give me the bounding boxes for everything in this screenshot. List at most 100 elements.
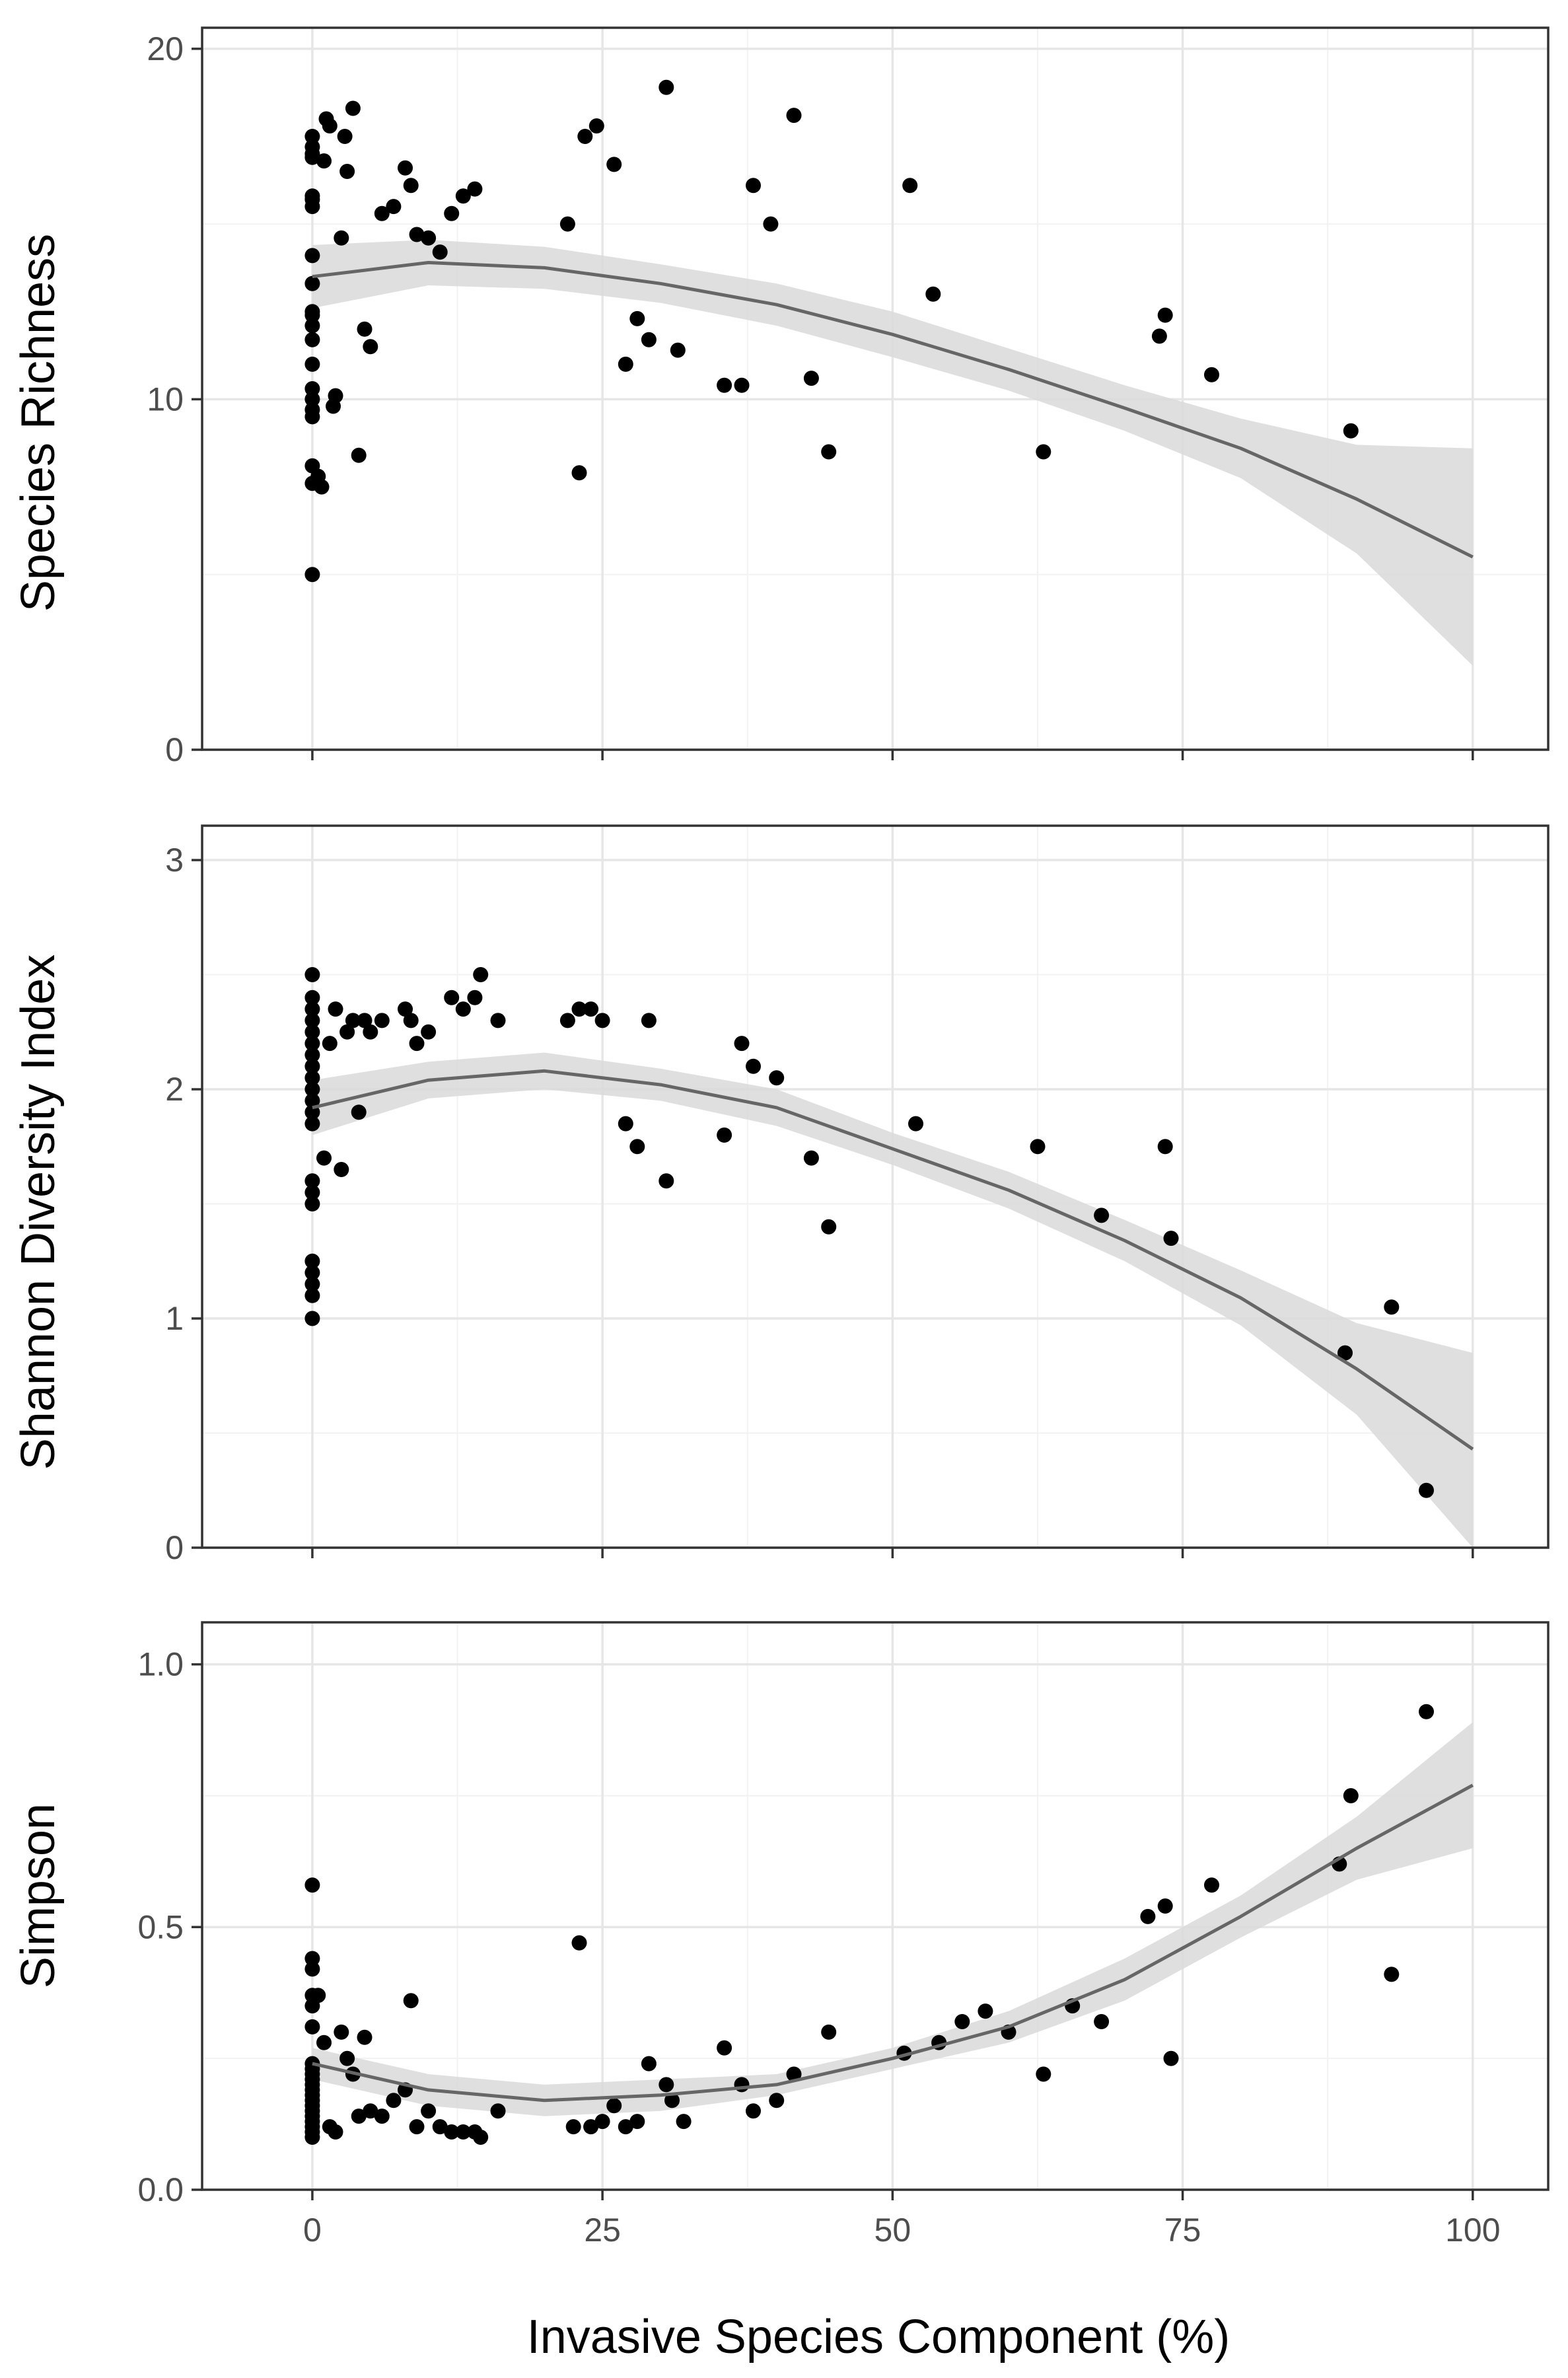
simpson-data-point	[351, 2108, 367, 2124]
panel-simpson: Simpson 0.0 0.5 1.0 0 25 50 75 100	[12, 1621, 1550, 2249]
shannon-diversity-data-point	[304, 1058, 320, 1074]
species-richness-data-point	[618, 356, 633, 372]
species-richness-data-point	[357, 321, 373, 337]
simpson-data-point	[304, 1877, 320, 1893]
xtick-label: 50	[874, 2212, 911, 2249]
shannon-diversity-data-point	[1094, 1207, 1110, 1223]
species-richness-data-point	[559, 216, 575, 232]
species-richness-data-point	[432, 244, 448, 260]
shannon-diversity-data-point	[316, 1150, 332, 1166]
simpson-data-point	[455, 2124, 471, 2140]
simpson-data-point	[641, 2056, 657, 2072]
xtick-label: 100	[1445, 2212, 1500, 2249]
shannon-diversity-ytick-label: 2	[165, 1071, 184, 1108]
shannon-diversity-data-point	[455, 1001, 471, 1017]
shannon-diversity-data-point	[304, 967, 320, 982]
shannon-diversity-data-point	[594, 1013, 610, 1028]
shannon-diversity-data-point	[398, 1001, 413, 1017]
species-richness-data-point	[314, 479, 330, 495]
simpson-data-point	[316, 2035, 332, 2050]
species-richness-data-point	[577, 129, 593, 144]
ylabel-simpson: Simpson	[12, 1803, 65, 1988]
simpson-data-point	[1094, 2014, 1110, 2029]
simpson-data-point	[1163, 2050, 1179, 2066]
shannon-diversity-data-point	[339, 1024, 355, 1040]
simpson-ytick-label: 1.0	[137, 1646, 184, 1683]
shannon-diversity-data-point	[1419, 1482, 1434, 1498]
simpson-data-point	[403, 1993, 419, 2009]
species-richness-data-point	[734, 377, 750, 393]
shannon-diversity-data-point	[444, 990, 460, 1005]
species-richness-confidence-band	[312, 240, 1473, 666]
species-richness-data-point	[670, 342, 686, 358]
shannon-diversity-data-point	[304, 1036, 320, 1052]
shannon-diversity-data-point	[304, 990, 320, 1005]
shannon-diversity-data-point	[304, 1047, 320, 1063]
species-richness-ytick-label: 20	[147, 30, 184, 67]
species-richness-plot-area	[202, 28, 1548, 750]
shannon-diversity-data-point	[304, 1253, 320, 1269]
shannon-diversity-data-point	[421, 1024, 437, 1040]
simpson-panel-border	[201, 1621, 1550, 2191]
simpson-fit-line	[312, 1784, 1474, 2103]
simpson-data-point	[594, 2114, 610, 2130]
simpson-data-point	[421, 2103, 437, 2119]
simpson-data-point	[1343, 1788, 1359, 1803]
shannon-diversity-data-point	[717, 1127, 732, 1143]
simpson-data-point	[606, 2098, 622, 2114]
shannon-diversity-data-point	[345, 1013, 361, 1028]
simpson-data-point	[310, 1988, 326, 2003]
shannon-diversity-data-point	[618, 1116, 633, 1132]
shannon-diversity-data-point	[1384, 1299, 1400, 1315]
shannon-diversity-ytick-label: 1	[165, 1300, 184, 1337]
simpson-data-point	[583, 2119, 599, 2135]
species-richness-data-point	[659, 79, 674, 95]
simpson-data-point	[1140, 1908, 1156, 1924]
simpson-data-point	[954, 2014, 970, 2029]
simpson-data-point	[374, 2108, 390, 2124]
species-richness-data-point	[821, 444, 837, 460]
species-richness-fit-line	[312, 261, 1474, 559]
simpson-plot-area	[202, 1622, 1548, 2190]
shannon-diversity-data-point	[473, 967, 489, 982]
ylabel-shannon-diversity: Shannon Diversity Index	[12, 955, 65, 1470]
species-richness-data-point	[304, 409, 320, 425]
simpson-data-point	[676, 2114, 692, 2130]
simpson-data-point	[1204, 1877, 1219, 1893]
species-richness-data-point	[588, 118, 604, 134]
species-richness-data-point	[1151, 328, 1167, 344]
species-richness-data-point	[351, 447, 367, 463]
simpson-data-point	[432, 2119, 448, 2135]
shannon-diversity-data-point	[304, 1276, 320, 1292]
simpson-data-point	[821, 2024, 837, 2040]
species-richness-data-point	[304, 146, 320, 162]
shannon-diversity-data-point	[571, 1001, 587, 1017]
species-richness-ytick-label: 0	[165, 731, 184, 768]
simpson-data-point	[304, 1951, 320, 1966]
species-richness-data-point	[1157, 307, 1173, 323]
simpson-data-point	[304, 2019, 320, 2035]
simpson-data-point	[357, 2029, 373, 2045]
shannon-diversity-data-point	[409, 1036, 425, 1052]
species-richness-data-point	[316, 153, 332, 169]
simpson-ytick-label: 0.5	[137, 1908, 184, 1945]
xtick-label: 75	[1164, 2212, 1201, 2249]
simpson-data-point	[328, 2124, 343, 2140]
simpson-data-point	[746, 2103, 761, 2119]
species-richness-data-point	[1204, 367, 1219, 382]
species-richness-data-point	[409, 227, 425, 242]
simpson-data-point	[1036, 2066, 1051, 2082]
species-richness-data-point	[786, 108, 802, 124]
species-richness-data-point	[641, 332, 657, 347]
shannon-diversity-plot-area	[202, 826, 1548, 1548]
species-richness-data-point	[345, 100, 361, 116]
species-richness-panel-border	[201, 26, 1550, 751]
simpson-data-point	[664, 2093, 680, 2108]
shannon-diversity-data-point	[374, 1013, 390, 1028]
shannon-diversity-panel-border	[201, 824, 1550, 1549]
species-richness-data-point	[304, 129, 320, 144]
simpson-data-point	[565, 2119, 581, 2135]
species-richness-data-point	[386, 199, 402, 215]
shannon-diversity-data-point	[641, 1013, 657, 1028]
